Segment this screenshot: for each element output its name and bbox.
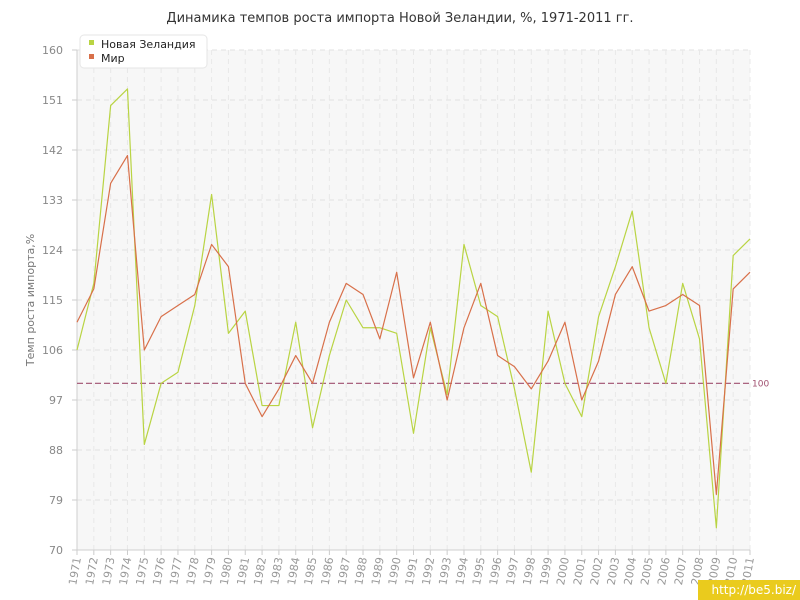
y-tick-label: 79 <box>49 494 63 507</box>
series-group <box>76 88 751 529</box>
legend-marker <box>89 54 94 59</box>
series-line-1 <box>76 88 751 529</box>
legend-label: Мир <box>101 52 125 65</box>
y-axis-label: Темп роста импорта,% <box>24 234 37 367</box>
x-tick-label: 1999 <box>537 556 555 586</box>
x-tick-label: 1983 <box>268 556 286 586</box>
reference-line-group: 100 <box>77 379 769 389</box>
x-tick-label: 1977 <box>167 556 185 586</box>
x-tick-label: 1982 <box>251 556 269 586</box>
x-tick-label: 2002 <box>588 556 606 586</box>
legend-label: Новая Зеландия <box>101 38 196 51</box>
y-tick-label: 142 <box>42 144 63 157</box>
x-tick-label: 1978 <box>184 556 202 586</box>
reference-line-label: 100 <box>752 379 769 389</box>
x-tick-label: 1987 <box>335 556 353 586</box>
x-tick-label: 1976 <box>150 556 168 586</box>
x-tick-label: 2006 <box>655 556 673 586</box>
x-tick-label: 1990 <box>386 556 404 586</box>
x-tick-label: 2010 <box>722 556 740 586</box>
y-tick-label: 124 <box>42 244 63 257</box>
chart-title: Динамика темпов роста импорта Новой Зела… <box>166 11 633 26</box>
y-tick-label: 88 <box>49 444 63 457</box>
x-tick-label: 1975 <box>134 556 152 586</box>
series-line-2 <box>76 154 751 496</box>
x-tick-label: 2009 <box>706 556 724 586</box>
y-tick-label: 106 <box>42 344 63 357</box>
x-tick-label: 1971 <box>66 556 84 586</box>
y-tick-label: 151 <box>42 94 63 107</box>
x-tick-label: 1996 <box>487 556 505 586</box>
legend-marker <box>89 40 94 45</box>
x-tick-label: 2003 <box>605 556 623 586</box>
x-tick-label: 1995 <box>470 556 488 586</box>
y-tick-label: 160 <box>42 44 63 57</box>
x-tick-label: 2001 <box>571 556 589 586</box>
x-tick-label: 1980 <box>218 556 236 586</box>
grid-lines <box>76 49 751 550</box>
x-tick-label: 2000 <box>554 556 572 586</box>
x-tick-label: 1979 <box>201 556 219 586</box>
x-tick-label: 2004 <box>622 556 640 586</box>
legend-box <box>79 34 208 69</box>
x-tick-label: 1984 <box>285 556 303 586</box>
x-tick-label: 1997 <box>504 556 522 586</box>
y-tick-label: 97 <box>49 394 63 407</box>
x-tick-label: 1972 <box>83 556 101 586</box>
x-tick-label: 1991 <box>403 556 421 586</box>
y-tick-label: 115 <box>42 294 63 307</box>
y-tick-label: 70 <box>49 544 63 557</box>
x-tick-label: 2008 <box>689 556 707 586</box>
y-tick-label: 133 <box>42 194 63 207</box>
x-tick-label: 2011 <box>739 556 757 586</box>
x-tick-label: 1989 <box>369 556 387 586</box>
x-tick-label: 1988 <box>352 556 370 586</box>
x-tick-label: 1986 <box>319 556 337 586</box>
x-tick-label: 1998 <box>521 556 539 586</box>
x-tick-label: 2007 <box>672 556 690 586</box>
x-tick-label: 1974 <box>117 556 135 586</box>
x-tick-label: 1973 <box>100 556 118 586</box>
x-tick-label: 1985 <box>302 556 320 586</box>
x-tick-label: 1981 <box>235 556 253 586</box>
x-tick-label: 2005 <box>638 556 656 586</box>
x-tick-label: 1993 <box>436 556 454 586</box>
x-tick-label: 1994 <box>453 556 471 586</box>
x-tick-label: 1992 <box>420 556 438 586</box>
watermark: http://be5.biz/ <box>698 580 800 600</box>
